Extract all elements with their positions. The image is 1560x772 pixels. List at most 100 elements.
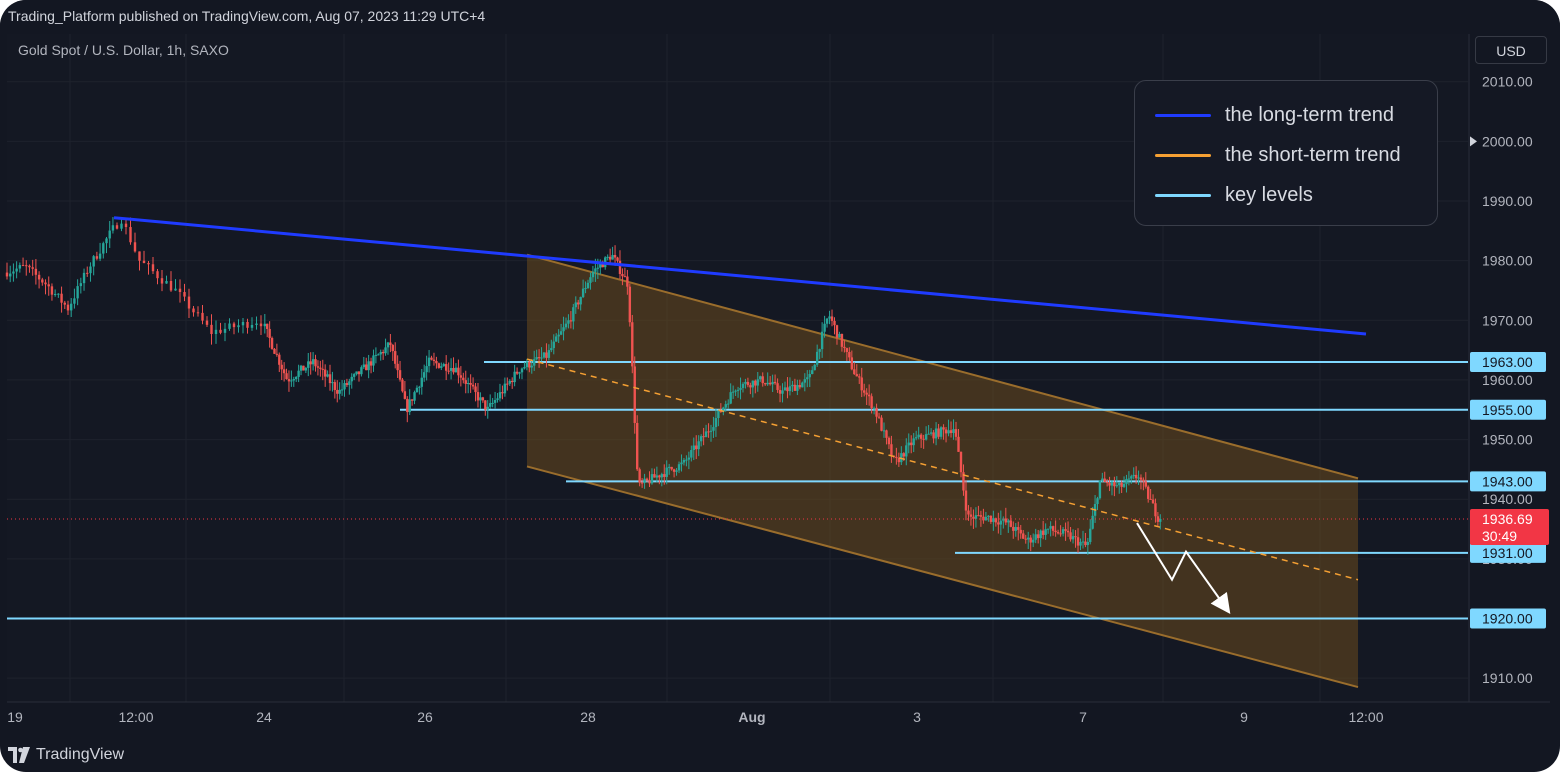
candle-body xyxy=(111,225,115,231)
candle-body xyxy=(682,459,686,463)
candle-body xyxy=(756,379,759,386)
currency-button[interactable]: USD xyxy=(1475,36,1547,64)
candle-body xyxy=(1149,498,1152,500)
candle-body xyxy=(187,296,191,309)
legend-swatch xyxy=(1155,153,1211,157)
candle-body xyxy=(1049,526,1052,529)
candle-body xyxy=(28,265,31,268)
candle-body xyxy=(759,376,762,380)
price-tick-label: 2010.00 xyxy=(1482,74,1533,90)
candle-body xyxy=(63,302,66,305)
candle-body xyxy=(761,376,764,384)
candle-body xyxy=(1144,481,1147,487)
candle-body xyxy=(932,432,935,439)
candle-body xyxy=(850,357,854,370)
candle-body xyxy=(1134,474,1138,479)
key-level-tag xyxy=(1470,399,1546,420)
candle-body xyxy=(1007,520,1010,523)
candle-body xyxy=(319,367,322,369)
candle-body xyxy=(714,418,718,428)
candle-body xyxy=(601,263,604,268)
candle-body xyxy=(697,441,700,450)
candle-body xyxy=(192,308,195,313)
candle-body xyxy=(1014,527,1017,531)
current-price-marker-icon xyxy=(1470,136,1477,147)
candle-body xyxy=(357,371,361,375)
candle-body xyxy=(1125,479,1128,484)
candle-body xyxy=(511,380,514,383)
long-term-trend-line xyxy=(113,216,1367,336)
candle-body xyxy=(739,387,742,390)
candle-body xyxy=(469,382,472,385)
candle-body xyxy=(241,321,245,326)
candle-body xyxy=(1044,529,1047,535)
candle-body xyxy=(1142,479,1145,482)
legend-item-key-levels: key levels xyxy=(1155,183,1313,207)
key-level-tag xyxy=(1470,471,1546,492)
key-level-tag xyxy=(1470,542,1546,563)
candle-body xyxy=(860,377,863,391)
candle-body xyxy=(452,368,455,373)
candle-body xyxy=(82,272,86,284)
candle-body xyxy=(447,370,450,372)
candle-body xyxy=(297,370,300,377)
candle-body xyxy=(751,380,755,388)
candle-body xyxy=(1036,534,1040,539)
candle-body xyxy=(685,459,688,461)
candle-body xyxy=(736,389,740,391)
candle-body xyxy=(555,336,558,342)
candle-body xyxy=(413,392,416,401)
candle-body xyxy=(599,263,602,268)
candle-body xyxy=(474,386,477,393)
candle-body xyxy=(1074,536,1077,538)
candle-body xyxy=(764,383,767,385)
price-tick-label: 1990.00 xyxy=(1482,193,1533,209)
candle-body xyxy=(942,427,945,430)
candle-body xyxy=(287,379,291,382)
candle-body xyxy=(435,360,438,364)
candle-body xyxy=(115,225,119,229)
candle-body xyxy=(1069,532,1072,540)
candle-body xyxy=(278,354,281,365)
candle-body xyxy=(1122,483,1126,487)
candle-body xyxy=(183,292,186,297)
candle-body xyxy=(919,434,923,439)
candle-body xyxy=(449,368,453,371)
projection-arrow xyxy=(1136,522,1231,615)
candle-body xyxy=(867,394,871,397)
candle-body xyxy=(952,429,955,434)
candle-body xyxy=(498,392,502,399)
candle-body xyxy=(628,286,632,323)
candle-body xyxy=(636,422,639,470)
tradingview-logo[interactable]: TradingView xyxy=(8,746,124,764)
candle-body xyxy=(102,243,105,254)
candle-body xyxy=(853,369,856,375)
candle-body xyxy=(440,366,443,368)
candle-body xyxy=(1061,529,1065,534)
candle-body xyxy=(365,364,368,371)
time-tick-label: 7 xyxy=(1079,709,1087,725)
candle-body xyxy=(564,323,568,328)
candle-body xyxy=(808,374,811,378)
candle-body xyxy=(394,351,397,364)
candle-body xyxy=(348,381,351,386)
candle-body xyxy=(1034,534,1037,540)
candle-body xyxy=(734,390,737,392)
candle-body xyxy=(73,298,76,304)
candle-body xyxy=(1002,518,1005,521)
candle-body xyxy=(579,297,582,305)
candle-body xyxy=(1113,482,1116,487)
candle-body xyxy=(12,271,15,274)
candle-body xyxy=(169,280,173,291)
candle-body xyxy=(374,354,378,356)
candle-body xyxy=(1076,537,1080,546)
candle-body xyxy=(437,363,441,368)
candle-body xyxy=(362,364,366,368)
candle-body xyxy=(323,369,327,377)
candle-body xyxy=(914,437,918,439)
candle-body xyxy=(796,385,799,391)
candle-body xyxy=(848,351,851,358)
candle-body xyxy=(420,377,423,387)
candle-body xyxy=(778,389,782,394)
